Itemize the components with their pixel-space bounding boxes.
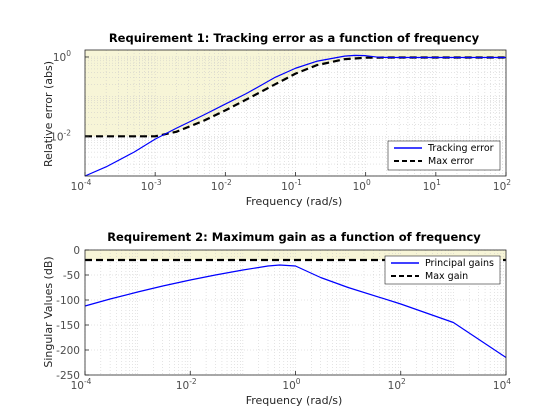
chart-1-shaded-region	[85, 50, 506, 137]
chart-2-ylabel: Singular Values (dB)	[42, 256, 55, 367]
chart-1-legend: Tracking error Max error	[387, 140, 501, 171]
legend-label-max-error: Max error	[428, 156, 474, 167]
legend-label-principal-gains: Principal gains	[425, 258, 494, 269]
chart-1-title: Requirement 1: Tracking error as a funct…	[109, 31, 480, 45]
y-tick-label: -200	[56, 345, 80, 357]
series-line-principal-gains	[84, 264, 507, 358]
y-tick-label: -250	[56, 370, 80, 382]
chart-1-ylabel: Relative error (abs)	[42, 61, 55, 167]
chart-1-grid	[84, 50, 506, 177]
chart-panel-2: Requirement 2: Maximum gain as a functio…	[42, 230, 511, 407]
shaded-infeasible-region	[85, 50, 506, 137]
chart-2-series	[84, 258, 507, 358]
y-tick-label: 0	[73, 245, 80, 257]
chart-1-series	[84, 54, 506, 177]
chart-2-legend: Principal gains Max gain	[384, 255, 501, 285]
legend-label-tracking-error: Tracking error	[427, 143, 494, 154]
chart-1-legend-box	[387, 140, 501, 171]
series-line-tracking-error	[84, 54, 506, 177]
chart-2-legend-box	[384, 255, 501, 285]
chart-1-xlabel: Frequency (rad/s)	[246, 195, 343, 208]
y-tick-label: -150	[56, 320, 80, 332]
legend-label-max-gain: Max gain	[425, 271, 468, 282]
chart-2-xlabel: Frequency (rad/s)	[246, 394, 343, 407]
chart-2-title: Requirement 2: Maximum gain as a functio…	[107, 230, 481, 244]
y-tick-label: -50	[63, 270, 80, 282]
y-tick-label: -100	[56, 295, 80, 307]
